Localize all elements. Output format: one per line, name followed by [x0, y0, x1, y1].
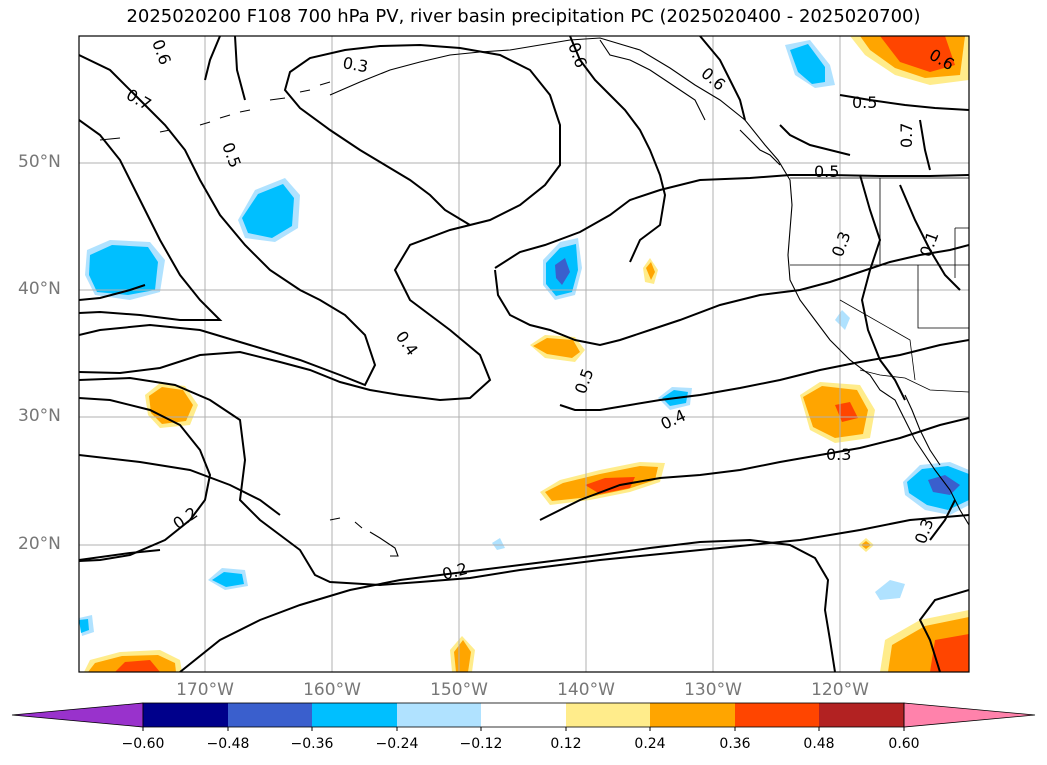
contour-label: 0.1 — [916, 229, 943, 259]
contour-label: 0.4 — [392, 327, 422, 359]
contour-label: 0.3 — [826, 445, 851, 464]
colorbar-segment — [143, 703, 228, 727]
colorbar-tick-label: −0.12 — [459, 736, 503, 752]
colorbar-segment — [566, 703, 650, 727]
colorbar-tick-label: 0.36 — [719, 736, 751, 752]
colorbar-tick-label: −0.48 — [206, 736, 250, 752]
lon-label: 130°W — [684, 680, 742, 700]
colorbar-tick-label: 0.12 — [550, 736, 582, 752]
contour-label: 0.5 — [852, 93, 877, 112]
colorbar-segment — [735, 703, 819, 727]
contour-label: 0.3 — [828, 229, 855, 259]
lon-label: 150°W — [430, 680, 488, 700]
lat-label: 20°N — [18, 534, 61, 554]
graticule — [79, 36, 969, 672]
colorbar — [11, 702, 1036, 731]
lon-label: 160°W — [303, 680, 361, 700]
colorbar-segment — [397, 703, 481, 727]
coastlines — [99, 37, 969, 557]
lat-label: 50°N — [18, 152, 61, 172]
contour-label: 0.5 — [571, 366, 598, 396]
colorbar-tick-label: −0.60 — [121, 736, 165, 752]
colorbar-tick-label: 0.48 — [803, 736, 835, 752]
colorbar-tick-label: 0.60 — [888, 736, 920, 752]
colorbar-segment — [312, 703, 397, 727]
colorbar-segment — [228, 703, 312, 727]
lon-label: 140°W — [557, 680, 615, 700]
contour-label: 0.2 — [169, 503, 201, 533]
colorbar-extend-max — [903, 702, 1036, 728]
map-frame — [78, 35, 970, 673]
lon-label: 120°W — [811, 680, 869, 700]
contour-label: 0.3 — [341, 53, 369, 76]
contour-label: 0.5 — [218, 140, 245, 170]
colorbar-segment — [819, 703, 904, 727]
lon-label: 170°W — [176, 680, 234, 700]
colorbar-tick-label: −0.24 — [375, 736, 419, 752]
contour-labels: 0.7 0.6 0.5 0.3 0.6 0.6 0.5 0.6 0.7 0.5 … — [123, 37, 958, 584]
contour-label: 0.5 — [814, 162, 839, 181]
colorbar-extend-min — [11, 702, 144, 728]
colorbar-segment — [650, 703, 735, 727]
contour-label: 0.6 — [564, 40, 591, 70]
map-content: 0.7 0.6 0.5 0.3 0.6 0.6 0.5 0.6 0.7 0.5 … — [79, 36, 969, 672]
contour-label: 0.4 — [658, 406, 689, 434]
map-title: 2025020200 F108 700 hPa PV, river basin … — [126, 6, 921, 27]
contour-label: 0.7 — [897, 123, 916, 148]
colorbar-tick-label: 0.24 — [634, 736, 666, 752]
contour-label: 0.6 — [148, 37, 175, 67]
lat-label: 30°N — [18, 406, 61, 426]
pv-contours — [79, 36, 969, 672]
contour-label: 0.2 — [440, 559, 470, 584]
colorbar-tick-label: −0.36 — [290, 736, 334, 752]
colorbar-segment — [481, 703, 566, 727]
lat-label: 40°N — [18, 279, 61, 299]
